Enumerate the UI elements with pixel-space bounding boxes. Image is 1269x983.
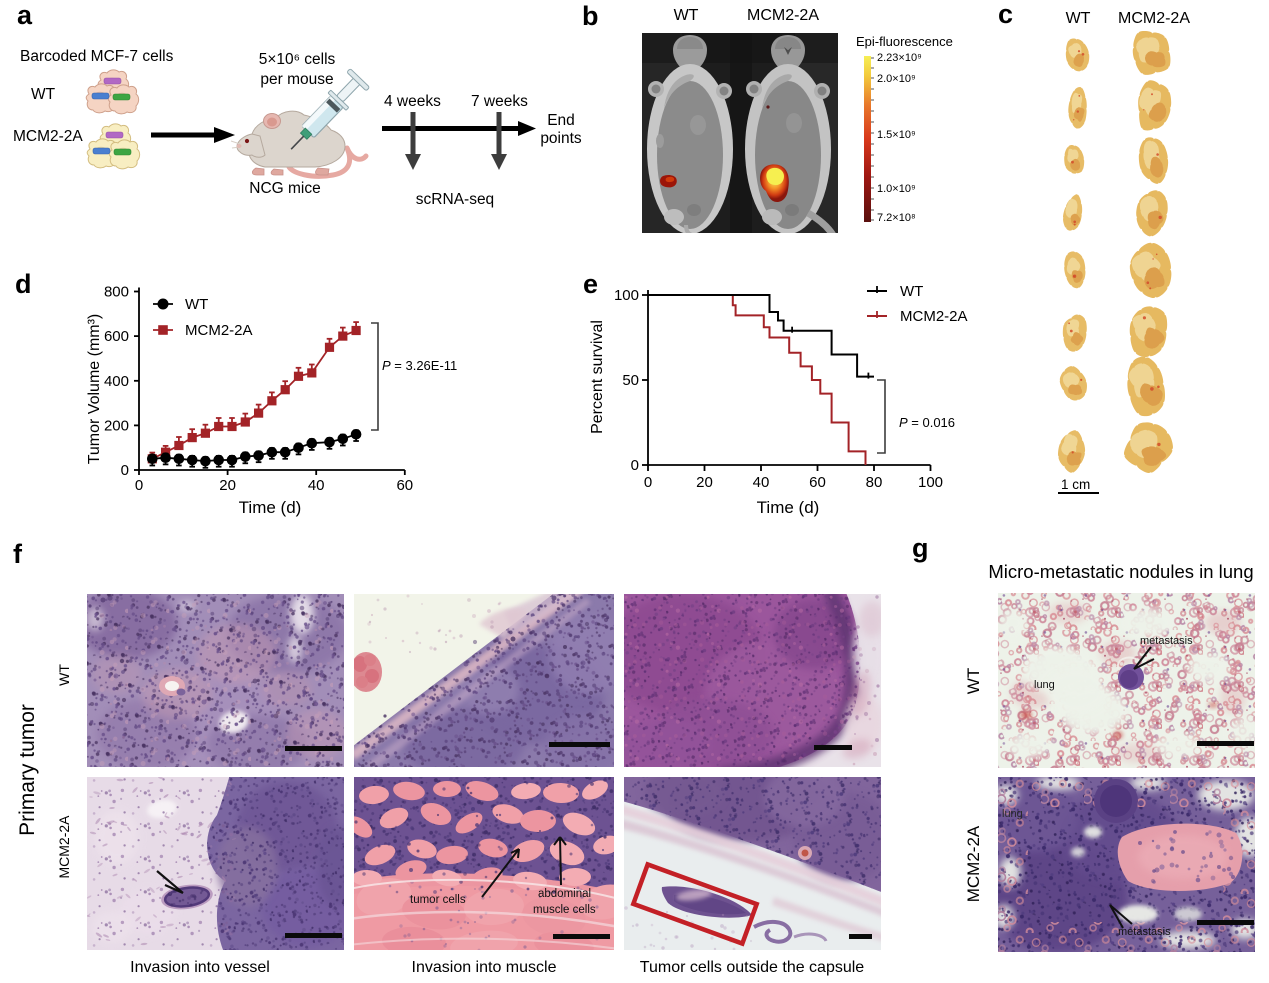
svg-text:100: 100 xyxy=(918,474,943,491)
svg-text:0: 0 xyxy=(135,477,143,494)
svg-text:abdominal: abdominal xyxy=(538,888,591,900)
svg-text:P = 3.26E-11: P = 3.26E-11 xyxy=(382,358,457,373)
svg-text:60: 60 xyxy=(809,474,826,491)
svg-text:tumor cells: tumor cells xyxy=(410,894,466,906)
svg-text:50: 50 xyxy=(622,372,639,389)
svg-text:WT: WT xyxy=(185,296,208,313)
svg-text:MCM2-2A: MCM2-2A xyxy=(900,308,968,325)
svg-text:lung: lung xyxy=(1034,679,1055,691)
svg-text:40: 40 xyxy=(308,477,325,494)
svg-text:400: 400 xyxy=(104,373,129,390)
svg-text:600: 600 xyxy=(104,328,129,345)
svg-text:60: 60 xyxy=(396,477,413,494)
svg-text:40: 40 xyxy=(753,474,770,491)
svg-text:metastasis: metastasis xyxy=(1118,926,1171,938)
svg-text:muscle cells: muscle cells xyxy=(533,904,596,916)
svg-text:MCM2-2A: MCM2-2A xyxy=(185,322,253,339)
svg-text:200: 200 xyxy=(104,417,129,434)
svg-text:WT: WT xyxy=(900,283,923,300)
svg-text:P = 0.016: P = 0.016 xyxy=(899,415,955,430)
svg-text:20: 20 xyxy=(696,474,713,491)
svg-text:0: 0 xyxy=(644,474,652,491)
svg-text:0: 0 xyxy=(631,457,639,474)
svg-text:800: 800 xyxy=(104,284,129,301)
svg-text:100: 100 xyxy=(614,287,639,304)
svg-text:20: 20 xyxy=(219,477,236,494)
svg-text:80: 80 xyxy=(866,474,883,491)
svg-text:metastasis: metastasis xyxy=(1140,635,1193,647)
svg-text:lung: lung xyxy=(1002,808,1023,820)
svg-text:0: 0 xyxy=(121,462,129,479)
